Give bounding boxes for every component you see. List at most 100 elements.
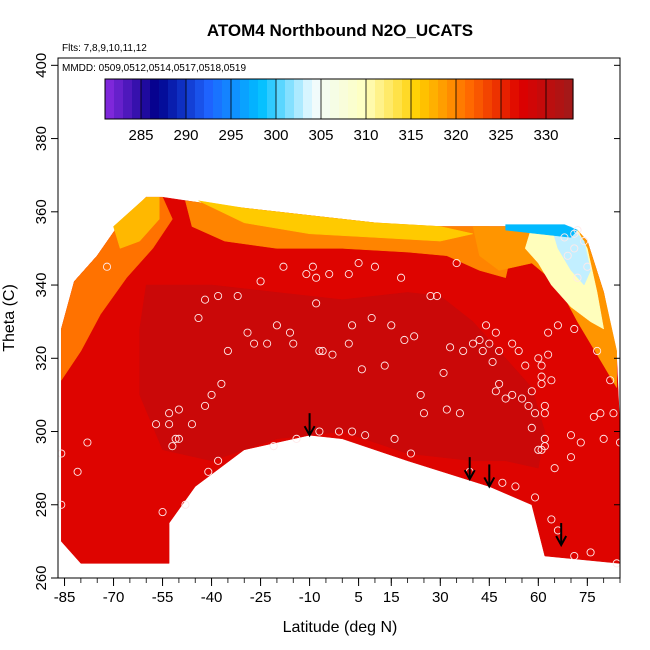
colorbar-tick-label: 290 [173, 127, 198, 144]
colorbar-segment [519, 79, 529, 119]
observation-point [214, 456, 223, 465]
observation-point [348, 427, 357, 436]
observation-point [318, 346, 327, 356]
observation-point [390, 434, 399, 443]
observation-point [361, 431, 370, 440]
colorbar-segment [249, 79, 259, 119]
y-tick-label: 320 [33, 346, 50, 371]
observation-point [168, 442, 177, 451]
observation-point [312, 273, 321, 282]
observation-point [596, 409, 605, 418]
observation-points [58, 226, 620, 568]
colorbar-segment [159, 79, 169, 119]
observation-point [367, 313, 376, 323]
colorbar-segment [213, 79, 223, 119]
observation-point [593, 346, 602, 356]
observation-point [165, 420, 174, 429]
observation-point [102, 262, 112, 271]
observation-point [478, 346, 487, 356]
field-region-1 [139, 284, 546, 469]
x-tick-label: 15 [383, 589, 400, 606]
colorbar-segment [465, 79, 475, 119]
observation-point [442, 405, 451, 414]
colorbar-segment [177, 79, 187, 119]
dates-annotation: MMDD: 0509,0512,0514,0517,0518,0519 [62, 63, 246, 74]
arrow-marker [483, 464, 496, 489]
observation-point [517, 394, 527, 403]
observation-point [370, 262, 379, 271]
observation-point [498, 478, 507, 487]
colorbar-segment [375, 79, 385, 119]
observation-point [200, 295, 210, 304]
observation-point [315, 427, 324, 436]
observation-point [521, 361, 530, 370]
colorbar-segment [366, 79, 376, 119]
y-tick-label: 260 [33, 565, 50, 590]
observation-point [289, 339, 298, 348]
observation-point [566, 431, 576, 440]
field-region-5 [198, 200, 474, 242]
y-tick-label: 400 [33, 53, 50, 78]
observation-point [315, 346, 324, 356]
observation-point [547, 515, 556, 524]
observation-point [485, 339, 494, 348]
colorbar: 285 290 295 300 305 310 315 320 325 330 [104, 78, 574, 144]
arrow-marker [555, 523, 568, 548]
colorbar-segment [402, 79, 412, 119]
observation-point [455, 409, 464, 418]
x-tick-label: -85 [54, 589, 76, 606]
observation-point [573, 273, 582, 282]
colorbar-segment [411, 79, 421, 119]
colorbar-frame [104, 78, 574, 120]
observation-point [550, 464, 559, 473]
observation-point [560, 233, 569, 242]
x-axis-label: Latitude (deg N) [283, 619, 398, 636]
colorbar-segment [420, 79, 430, 119]
colorbar-segment [447, 79, 457, 119]
observation-point [491, 328, 500, 337]
observation-point [524, 401, 533, 410]
observation-point [452, 259, 461, 268]
observation-point [233, 291, 242, 301]
observation-point [158, 508, 167, 517]
plot-area [58, 196, 620, 568]
observation-point [563, 251, 572, 260]
y-tick-label: 360 [33, 199, 50, 224]
observation-point [432, 291, 442, 301]
observation-point [285, 328, 295, 337]
colorbar-segment [204, 79, 214, 119]
observation-point [514, 346, 523, 356]
observation-point [348, 321, 357, 330]
colorbar-segment [474, 79, 484, 119]
colorbar-segment [150, 79, 160, 119]
observation-point [491, 387, 500, 396]
observation-point [171, 434, 180, 443]
observation-point [495, 346, 504, 356]
observation-point [187, 420, 197, 429]
colorbar-segment [438, 79, 448, 119]
observation-point [357, 365, 366, 374]
observation-point [501, 394, 510, 403]
observation-point [419, 409, 429, 418]
colorbar-segment [303, 79, 313, 119]
colorbar-segment [105, 79, 115, 119]
y-tick-label: 340 [33, 273, 50, 298]
observation-point [612, 559, 620, 568]
observation-point [334, 427, 344, 436]
colorbar-tick-label: 295 [218, 127, 243, 144]
colorbar-segment [357, 79, 367, 119]
observation-point [527, 387, 536, 396]
observation-point [272, 321, 281, 330]
observation-point [400, 335, 409, 345]
colorbar-tick-label: 315 [398, 127, 423, 144]
x-tick-label: -25 [250, 589, 272, 606]
observation-point [508, 339, 517, 348]
colorbar-segment [393, 79, 403, 119]
observation-point [439, 368, 448, 377]
observation-point [308, 262, 317, 271]
observation-point [547, 376, 556, 385]
observation-point [181, 500, 190, 509]
observation-point [488, 357, 497, 366]
colorbar-segment [492, 79, 502, 119]
observation-point [583, 262, 592, 271]
